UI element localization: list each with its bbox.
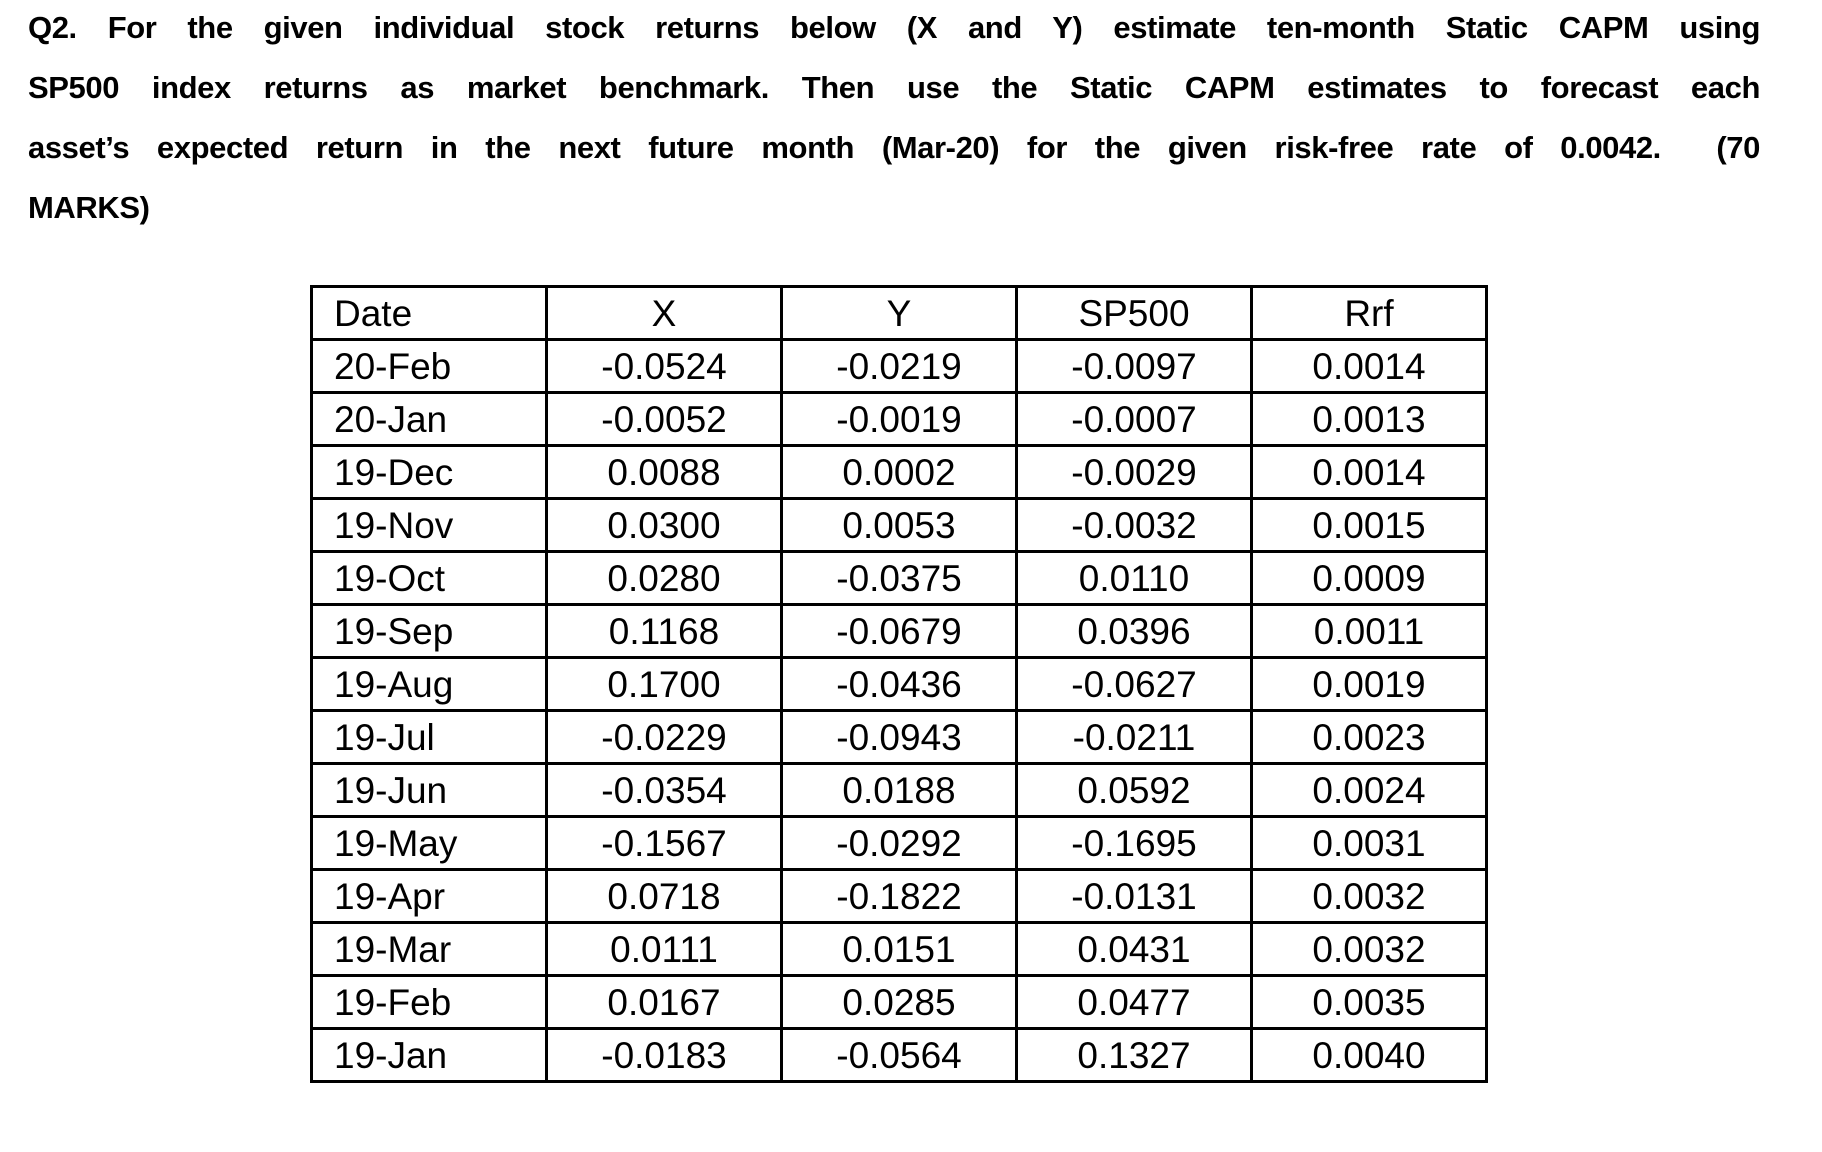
value-cell: -0.0019 <box>780 391 1018 447</box>
date-cell: 19-Nov <box>310 497 548 553</box>
date-cell: 19-May <box>310 815 548 871</box>
value-cell: -0.0229 <box>545 709 783 765</box>
question-text: Q2. For the given individual stock retur… <box>28 0 1760 238</box>
value-cell: 0.0396 <box>1015 603 1253 659</box>
value-cell: -0.0219 <box>780 338 1018 394</box>
value-cell: 0.0011 <box>1250 603 1488 659</box>
column-header-x: X <box>545 285 783 341</box>
value-cell: 0.0013 <box>1250 391 1488 447</box>
value-cell: -0.0943 <box>780 709 1018 765</box>
value-cell: -0.1822 <box>780 868 1018 924</box>
value-cell: 0.1700 <box>545 656 783 712</box>
value-cell: -0.0375 <box>780 550 1018 606</box>
date-cell: 19-Oct <box>310 550 548 606</box>
value-cell: -0.0292 <box>780 815 1018 871</box>
date-cell: 19-Dec <box>310 444 548 500</box>
date-cell: 20-Feb <box>310 338 548 394</box>
date-cell: 19-Jul <box>310 709 548 765</box>
date-cell: 20-Jan <box>310 391 548 447</box>
value-cell: 0.0023 <box>1250 709 1488 765</box>
value-cell: 0.0718 <box>545 868 783 924</box>
value-cell: -0.0354 <box>545 762 783 818</box>
column-header-rrf: Rrf <box>1250 285 1488 341</box>
value-cell: 0.0053 <box>780 497 1018 553</box>
returns-table: Date X Y SP500 Rrf 20-Feb -0.0524 -0.0219-… <box>310 285 1488 1083</box>
value-cell: 0.0040 <box>1250 1027 1488 1083</box>
date-cell: 19-Mar <box>310 921 548 977</box>
value-cell: 0.0015 <box>1250 497 1488 553</box>
value-cell: 0.0110 <box>1015 550 1253 606</box>
column-header-y: Y <box>780 285 1018 341</box>
value-cell: -0.0007 <box>1015 391 1253 447</box>
value-cell: 0.0300 <box>545 497 783 553</box>
date-cell: 19-Jan <box>310 1027 548 1083</box>
table-row: 19-Dec 0.0088 0.0002 -0.0029 0.0014 <box>310 444 1488 500</box>
value-cell: -0.0564 <box>780 1027 1018 1083</box>
value-cell: -0.0627 <box>1015 656 1253 712</box>
question-line: Q2. For the given individual stock retur… <box>28 10 1760 45</box>
value-cell: 0.0024 <box>1250 762 1488 818</box>
date-cell: 19-Aug <box>310 656 548 712</box>
value-cell: 0.0431 <box>1015 921 1253 977</box>
value-cell: -0.0029 <box>1015 444 1253 500</box>
date-cell: 19-Jun <box>310 762 548 818</box>
value-cell: -0.0211 <box>1015 709 1253 765</box>
value-cell: 0.1327 <box>1015 1027 1253 1083</box>
value-cell: 0.0151 <box>780 921 1018 977</box>
value-cell: 0.0088 <box>545 444 783 500</box>
date-cell: 19-Feb <box>310 974 548 1030</box>
value-cell: 0.0477 <box>1015 974 1253 1030</box>
value-cell: -0.0524 <box>545 338 783 394</box>
value-cell: 0.0019 <box>1250 656 1488 712</box>
value-cell: 0.0188 <box>780 762 1018 818</box>
table-header: Date X Y SP500 Rrf <box>310 285 1488 341</box>
table-row: 19-Sep 0.1168 -0.0679 0.0396 0.0011 <box>310 603 1488 659</box>
value-cell: 0.0285 <box>780 974 1018 1030</box>
value-cell: 0.0592 <box>1015 762 1253 818</box>
value-cell: 0.0032 <box>1250 921 1488 977</box>
question-line: MARKS) <box>28 190 150 225</box>
value-cell: 0.0014 <box>1250 338 1488 394</box>
value-cell: 0.0031 <box>1250 815 1488 871</box>
value-cell: -0.0032 <box>1015 497 1253 553</box>
value-cell: 0.0009 <box>1250 550 1488 606</box>
table-row: 19-Mar 0.0111 0.0151 0.0431 0.0032 <box>310 921 1488 977</box>
value-cell: 0.1168 <box>545 603 783 659</box>
value-cell: -0.1567 <box>545 815 783 871</box>
table-body: 20-Feb -0.0524 -0.0219 -0.0097 0.0014 20-Jan -… <box>310 338 1488 1083</box>
table-row: 19-Feb 0.0167 0.0285 0.0477 0.0035 <box>310 974 1488 1030</box>
value-cell: 0.0167 <box>545 974 783 1030</box>
value-cell: 0.0280 <box>545 550 783 606</box>
table-row: 19-Jan -0.0183 -0.0564 0.1327 0.0040 <box>310 1027 1488 1083</box>
question-line: SP500 index returns as market benchmark.… <box>28 70 1760 105</box>
date-cell: 19-Sep <box>310 603 548 659</box>
value-cell: -0.0097 <box>1015 338 1253 394</box>
value-cell: -0.0052 <box>545 391 783 447</box>
table-row: 19-Apr 0.0718 -0.1822 -0.0131 0.0032 <box>310 868 1488 924</box>
table-row: 19-Nov 0.0300 0.0053 -0.0032 0.0015 <box>310 497 1488 553</box>
column-header-sp500: SP500 <box>1015 285 1253 341</box>
value-cell: 0.0002 <box>780 444 1018 500</box>
table-row: 19-May -0.1567 -0.0292 -0.1695 0.0031 <box>310 815 1488 871</box>
value-cell: -0.1695 <box>1015 815 1253 871</box>
header-row: Date X Y SP500 Rrf <box>310 285 1488 341</box>
table-row: 19-Aug 0.1700 -0.0436 -0.0627 0.0019 <box>310 656 1488 712</box>
table-row: 19-Jul -0.0229 -0.0943 -0.0211 0.0023 <box>310 709 1488 765</box>
value-cell: -0.0183 <box>545 1027 783 1083</box>
value-cell: -0.0679 <box>780 603 1018 659</box>
table-row: 20-Jan -0.0052 -0.0019 -0.0007 0.0013 <box>310 391 1488 447</box>
column-header-date: Date <box>310 285 548 341</box>
value-cell: -0.0131 <box>1015 868 1253 924</box>
table-row: 19-Jun -0.0354 0.0188 0.0592 0.0024 <box>310 762 1488 818</box>
date-cell: 19-Apr <box>310 868 548 924</box>
value-cell: 0.0035 <box>1250 974 1488 1030</box>
value-cell: 0.0014 <box>1250 444 1488 500</box>
value-cell: -0.0436 <box>780 656 1018 712</box>
value-cell: 0.0111 <box>545 921 783 977</box>
table-row: 19-Oct 0.0280 -0.0375 0.0110 0.0009 <box>310 550 1488 606</box>
value-cell: 0.0032 <box>1250 868 1488 924</box>
question-line: asset’s expected return in the next futu… <box>28 130 1760 165</box>
table-row: 20-Feb -0.0524 -0.0219 -0.0097 0.0014 <box>310 338 1488 394</box>
